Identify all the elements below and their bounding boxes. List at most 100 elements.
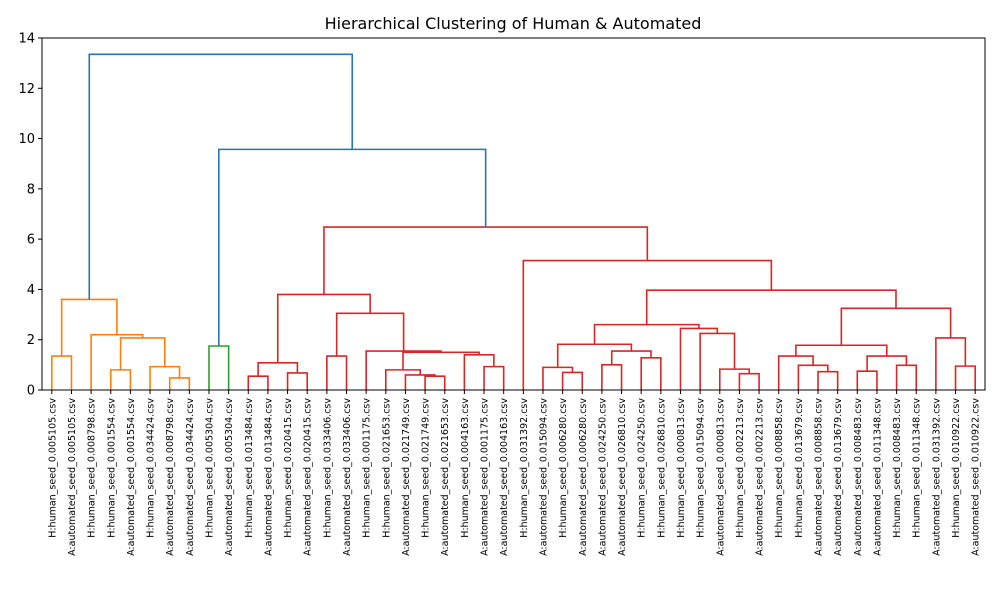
leaf-label: A:automated_seed_0.021749.csv [401, 398, 412, 556]
dendrogram-link [542, 366, 574, 390]
leaf-label: A:automated_seed_0.001175.csv [480, 398, 491, 556]
leaf-label: H:human_seed_0.010922.csv [951, 398, 962, 538]
leaf-label: H:human_seed_0.021653.csv [381, 398, 392, 538]
y-tick-label: 6 [27, 233, 35, 248]
leaf-label: H:human_seed_0.001175.csv [362, 398, 373, 538]
dendrogram-link [208, 345, 230, 390]
dendrogram-link [795, 344, 888, 357]
chart-axes [41, 37, 986, 391]
dendrogram-link [257, 362, 299, 377]
dendrogram-link [109, 369, 132, 390]
leaf-label: H:human_seed_0.006280.csv [558, 398, 569, 538]
y-tick-label: 0 [27, 384, 35, 399]
leaf-label: A:automated_seed_0.001554.csv [126, 398, 137, 556]
dendrogram-link [593, 323, 700, 345]
dendrogram-link [556, 343, 633, 368]
dendrogram-link [840, 307, 952, 346]
dendrogram-link [895, 364, 918, 390]
leaf-label: A:automated_seed_0.013679.csv [833, 398, 844, 556]
leaf-label: H:human_seed_0.011348.csv [912, 398, 923, 538]
leaf-label: H:human_seed_0.015094.csv [696, 398, 707, 538]
leaf-label: H:human_seed_0.033406.csv [322, 398, 333, 538]
leaf-label: A:automated_seed_0.021653.csv [440, 398, 451, 556]
y-tick-label: 8 [27, 182, 35, 197]
leaf-label: H:human_seed_0.020415.csv [283, 398, 294, 538]
dendrogram-link [561, 371, 584, 390]
leaf-label: H:human_seed_0.005304.csv [204, 398, 215, 538]
leaf-label: A:automated_seed_0.026810.csv [617, 398, 628, 556]
leaf-label: A:automated_seed_0.011348.csv [872, 398, 883, 556]
y-axis-ticks: 0 2 4 6 8 10 12 14 [18, 32, 42, 399]
leaf-label: H:human_seed_0.001554.csv [106, 398, 117, 538]
leaf-label: A:automated_seed_0.008483.csv [853, 398, 864, 556]
chart-title: Hierarchical Clustering of Human & Autom… [325, 14, 702, 33]
dendrogram-link [601, 364, 623, 390]
dendrogram-link [797, 364, 829, 390]
leaf-label: A:automated_seed_0.024250.csv [597, 398, 608, 556]
leaf-label: A:automated_seed_0.033406.csv [342, 398, 353, 556]
y-tick-label: 12 [18, 82, 35, 97]
dendrogram-link [424, 375, 446, 390]
dendrogram-link [276, 293, 371, 363]
dendrogram-link [817, 370, 839, 390]
dendrogram-link [286, 372, 309, 390]
leaf-label: A:automated_seed_0.034424.csv [185, 398, 196, 556]
leaf-label: A:automated_seed_0.006280.csv [578, 398, 589, 556]
dendrogram-link [335, 312, 405, 357]
dendrogram-link [326, 355, 348, 390]
dendrogram-link [168, 377, 191, 390]
leaf-label: H:human_seed_0.031392.csv [519, 398, 530, 538]
leaf-label: A:automated_seed_0.031392.csv [931, 398, 942, 556]
leaf-label: H:human_seed_0.008798.csv [87, 398, 98, 538]
dendrogram-link [856, 370, 878, 390]
leaf-label: A:automated_seed_0.004163.csv [499, 398, 510, 556]
leaf-label: H:human_seed_0.008483.csv [892, 398, 903, 538]
dendrogram-link [365, 350, 442, 390]
y-tick-label: 14 [18, 32, 35, 47]
dendrogram-link [699, 332, 736, 390]
leaf-label: H:human_seed_0.004163.csv [460, 398, 471, 538]
leaf-label: H:human_seed_0.000813.csv [676, 398, 687, 538]
leaf-label: A:automated_seed_0.015094.csv [538, 398, 549, 556]
plot-frame [41, 37, 986, 391]
leaf-label: H:human_seed_0.034424.csv [146, 398, 157, 538]
leaf-label: H:human_seed_0.026810.csv [656, 398, 667, 538]
dendrogram-link [483, 365, 505, 390]
dendrogram-link [777, 355, 814, 390]
dendrogram-link [51, 355, 73, 390]
leaf-label: H:human_seed_0.024250.csv [637, 398, 648, 538]
y-tick-label: 4 [27, 283, 35, 298]
dendrogram-link [404, 374, 436, 390]
dendrogram-links [51, 53, 976, 390]
dendrogram-link [610, 350, 652, 365]
leaf-label: A:automated_seed_0.005304.csv [224, 398, 235, 556]
leaf-label: H:human_seed_0.021749.csv [421, 398, 432, 538]
dendrogram-link [218, 148, 487, 346]
leaf-label: A:automated_seed_0.005105.csv [67, 398, 78, 556]
leaf-label: H:human_seed_0.002213.csv [735, 398, 746, 538]
dendrogram-link [645, 289, 897, 325]
leaf-label: H:human_seed_0.008858.csv [774, 398, 785, 538]
leaf-label: A:automated_seed_0.002213.csv [755, 398, 766, 556]
dendrogram-link [385, 369, 421, 390]
dendrogram-link [640, 357, 662, 390]
y-tick-label: 2 [27, 333, 35, 348]
leaf-label: A:automated_seed_0.010922.csv [971, 398, 982, 556]
leaf-label: H:human_seed_0.013679.csv [794, 398, 805, 538]
dendrogram-link [90, 333, 144, 390]
x-axis-leaf-labels: H:human_seed_0.005105.csv A:automated_see… [47, 390, 982, 556]
dendrogram-link [402, 351, 480, 370]
dendrogram-link [718, 368, 751, 390]
dendrogram-link [88, 53, 354, 300]
leaf-label: A:automated_seed_0.008858.csv [814, 398, 825, 556]
leaf-label: H:human_seed_0.013484.csv [244, 398, 255, 538]
dendrogram-link [935, 337, 967, 390]
dendrogram-link [954, 365, 976, 390]
y-tick-label: 10 [18, 132, 35, 147]
leaf-label: A:automated_seed_0.000813.csv [715, 398, 726, 556]
dendrogram-link [679, 327, 719, 390]
dendrogram-link [463, 354, 495, 390]
dendrogram-link [247, 375, 269, 390]
leaf-label: A:automated_seed_0.008798.csv [165, 398, 176, 556]
